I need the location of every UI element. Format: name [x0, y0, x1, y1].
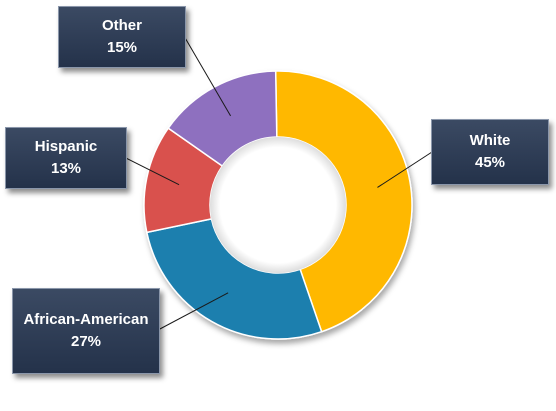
leader-line-african-american: [157, 292, 229, 331]
callout-other: Other 15%: [58, 6, 186, 68]
slice-label-white: White: [469, 132, 511, 149]
slice-value-other: 15%: [106, 39, 138, 56]
leader-line-white: [377, 151, 433, 188]
slice-label-other: Other: [101, 17, 142, 34]
slice-label-african-american: African-American: [23, 311, 149, 328]
callout-white: White 45%: [431, 119, 549, 185]
callout-hispanic: Hispanic 13%: [5, 127, 127, 189]
slice-label-hispanic: Hispanic: [34, 138, 98, 155]
leader-line-hispanic: [123, 156, 180, 186]
slice-value-white: 45%: [474, 154, 506, 171]
callout-african-american: African-American 27%: [12, 288, 160, 374]
slice-value-african-american: 27%: [70, 333, 102, 350]
leader-line-other: [183, 35, 232, 117]
slice-value-hispanic: 13%: [50, 160, 82, 177]
